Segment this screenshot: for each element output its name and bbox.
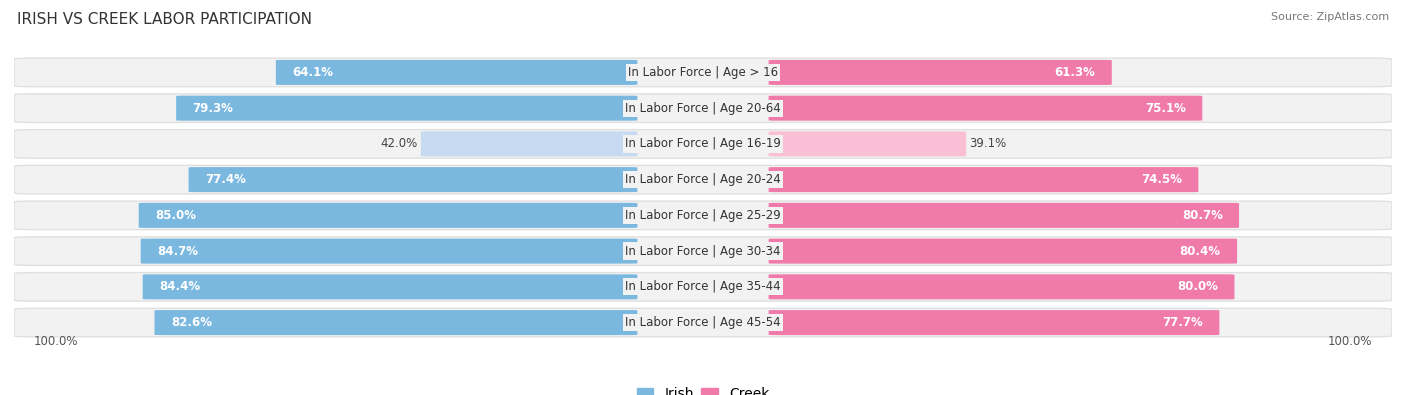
FancyBboxPatch shape — [14, 237, 1392, 265]
Text: 84.4%: 84.4% — [159, 280, 200, 293]
Text: In Labor Force | Age 45-54: In Labor Force | Age 45-54 — [626, 316, 780, 329]
FancyBboxPatch shape — [142, 275, 637, 299]
Text: 77.4%: 77.4% — [205, 173, 246, 186]
Text: In Labor Force | Age > 16: In Labor Force | Age > 16 — [628, 66, 778, 79]
FancyBboxPatch shape — [769, 132, 966, 156]
FancyBboxPatch shape — [176, 96, 637, 120]
FancyBboxPatch shape — [14, 201, 1392, 229]
Text: In Labor Force | Age 35-44: In Labor Force | Age 35-44 — [626, 280, 780, 293]
Text: In Labor Force | Age 20-64: In Labor Force | Age 20-64 — [626, 102, 780, 115]
Text: Source: ZipAtlas.com: Source: ZipAtlas.com — [1271, 12, 1389, 22]
Text: 79.3%: 79.3% — [193, 102, 233, 115]
FancyBboxPatch shape — [276, 60, 637, 85]
Text: 64.1%: 64.1% — [292, 66, 333, 79]
Text: 39.1%: 39.1% — [969, 137, 1007, 150]
FancyBboxPatch shape — [14, 166, 1392, 194]
FancyBboxPatch shape — [14, 130, 1392, 158]
Text: 84.7%: 84.7% — [157, 245, 198, 258]
Text: 80.4%: 80.4% — [1180, 245, 1220, 258]
Text: 75.1%: 75.1% — [1144, 102, 1185, 115]
FancyBboxPatch shape — [769, 96, 1202, 120]
Text: 42.0%: 42.0% — [381, 137, 418, 150]
FancyBboxPatch shape — [14, 94, 1392, 122]
Text: 100.0%: 100.0% — [1327, 335, 1372, 348]
Text: 74.5%: 74.5% — [1142, 173, 1182, 186]
FancyBboxPatch shape — [14, 273, 1392, 301]
FancyBboxPatch shape — [769, 203, 1239, 228]
Text: 85.0%: 85.0% — [155, 209, 195, 222]
Text: 80.0%: 80.0% — [1177, 280, 1218, 293]
FancyBboxPatch shape — [420, 132, 637, 156]
FancyBboxPatch shape — [141, 239, 637, 263]
FancyBboxPatch shape — [139, 203, 637, 228]
FancyBboxPatch shape — [769, 239, 1237, 263]
Text: 61.3%: 61.3% — [1054, 66, 1095, 79]
Text: 80.7%: 80.7% — [1182, 209, 1223, 222]
Text: IRISH VS CREEK LABOR PARTICIPATION: IRISH VS CREEK LABOR PARTICIPATION — [17, 12, 312, 27]
FancyBboxPatch shape — [769, 60, 1112, 85]
FancyBboxPatch shape — [769, 167, 1198, 192]
FancyBboxPatch shape — [14, 58, 1392, 87]
Text: 100.0%: 100.0% — [34, 335, 79, 348]
Text: 77.7%: 77.7% — [1163, 316, 1204, 329]
Legend: Irish, Creek: Irish, Creek — [631, 382, 775, 395]
FancyBboxPatch shape — [188, 167, 637, 192]
Text: In Labor Force | Age 25-29: In Labor Force | Age 25-29 — [626, 209, 780, 222]
Text: In Labor Force | Age 30-34: In Labor Force | Age 30-34 — [626, 245, 780, 258]
Text: In Labor Force | Age 20-24: In Labor Force | Age 20-24 — [626, 173, 780, 186]
Text: 82.6%: 82.6% — [172, 316, 212, 329]
Text: In Labor Force | Age 16-19: In Labor Force | Age 16-19 — [626, 137, 780, 150]
FancyBboxPatch shape — [769, 275, 1234, 299]
FancyBboxPatch shape — [14, 308, 1392, 337]
FancyBboxPatch shape — [769, 310, 1219, 335]
FancyBboxPatch shape — [155, 310, 637, 335]
